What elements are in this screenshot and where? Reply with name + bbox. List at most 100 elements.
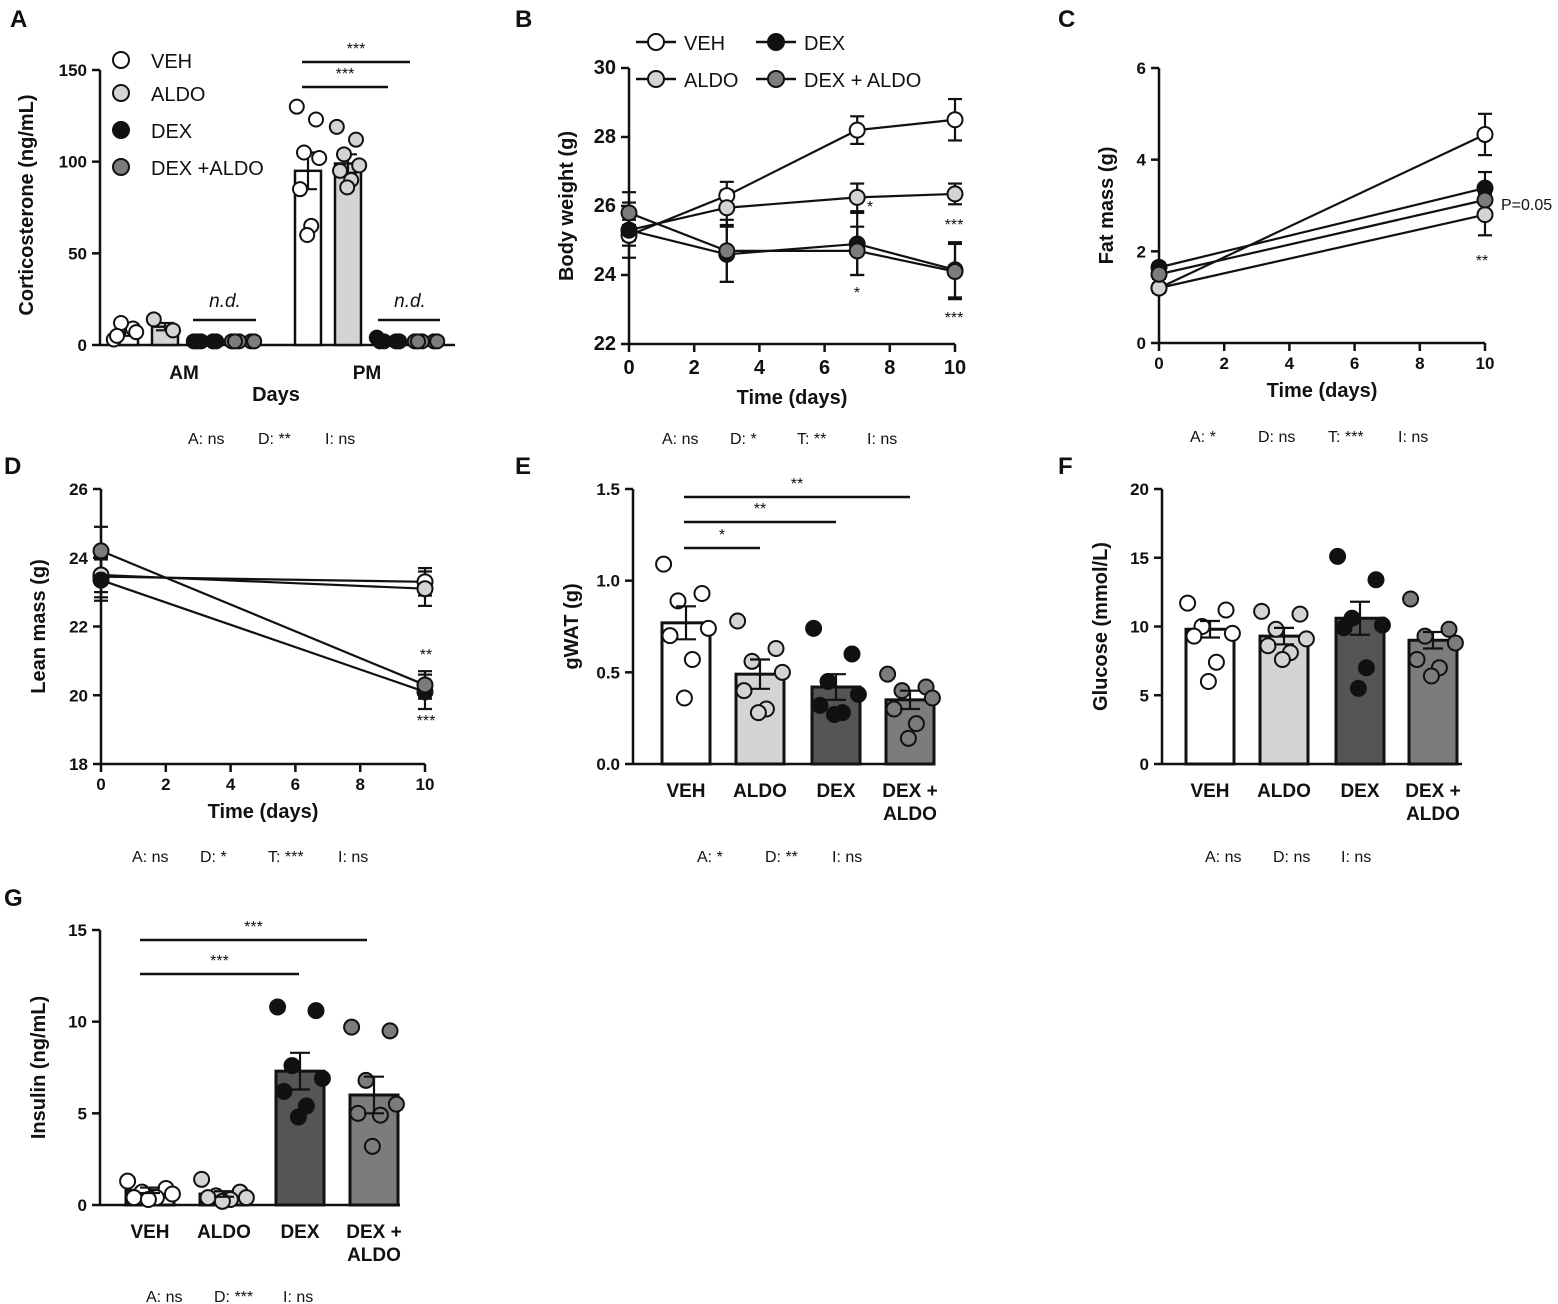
data-point xyxy=(289,1108,307,1126)
y-tick-label: 5 xyxy=(78,1104,87,1123)
data-point xyxy=(332,162,348,179)
data-point xyxy=(348,131,364,148)
x-tick-label: 2 xyxy=(161,775,170,794)
data-point xyxy=(283,1057,301,1075)
y-tick-label: 20 xyxy=(1130,480,1149,499)
stat-label: A: ns xyxy=(188,431,224,448)
data-point xyxy=(1150,265,1168,283)
data-point xyxy=(1259,637,1277,655)
x-axis-label: Time (days) xyxy=(208,801,319,823)
y-tick-label: 30 xyxy=(594,57,616,79)
y-tick-label: 20 xyxy=(69,686,88,705)
significance-label: * xyxy=(854,285,860,302)
data-point xyxy=(729,612,747,630)
data-point xyxy=(339,179,356,196)
data-point xyxy=(1373,616,1391,634)
panel-letter: F xyxy=(1058,453,1073,480)
data-point xyxy=(416,580,434,598)
y-axis-label: Insulin (ng/mL) xyxy=(28,996,50,1139)
y-tick-label: 22 xyxy=(594,333,616,355)
data-point xyxy=(363,1137,381,1155)
significance-label: P=0.05 xyxy=(1501,197,1552,214)
x-tick-label: 4 xyxy=(226,775,236,794)
y-tick-label: 26 xyxy=(69,480,88,499)
stat-label: D: ** xyxy=(258,431,291,448)
series-line xyxy=(1158,187,1486,269)
significance-bar-label: *** xyxy=(336,66,355,83)
data-point xyxy=(749,704,767,722)
data-point xyxy=(907,715,925,733)
x-tick-label: 10 xyxy=(944,357,966,379)
stat-label: D: ns xyxy=(1258,429,1295,446)
data-point xyxy=(1217,601,1235,619)
y-tick-label: 50 xyxy=(68,244,87,263)
stat-label: T: *** xyxy=(268,849,304,866)
x-category-label: DEX + ALDO xyxy=(882,781,937,825)
data-point xyxy=(1349,679,1367,697)
data-point xyxy=(381,1022,399,1040)
stat-label: A: * xyxy=(697,849,723,866)
data-point xyxy=(675,689,693,707)
data-point xyxy=(372,333,388,350)
data-point xyxy=(351,157,368,174)
stat-label: I: ns xyxy=(867,431,897,448)
data-point xyxy=(1267,620,1285,638)
y-tick-label: 5 xyxy=(1140,686,1149,705)
y-tick-label: 15 xyxy=(68,921,87,940)
stat-label: I: ns xyxy=(1341,849,1371,866)
series-line xyxy=(628,211,956,273)
x-tick-label: 0 xyxy=(1154,354,1163,373)
legend-label: VEH xyxy=(151,51,192,73)
data-point xyxy=(371,1106,389,1124)
y-tick-label: 0 xyxy=(78,336,87,355)
data-point xyxy=(109,327,125,344)
x-tick-label: 6 xyxy=(291,775,300,794)
x-tick-label: 4 xyxy=(754,357,766,379)
panel-letter: E xyxy=(515,453,531,480)
data-point xyxy=(139,1191,157,1208)
data-point xyxy=(655,555,673,573)
y-tick-label: 0.0 xyxy=(596,755,620,774)
legend-marker xyxy=(767,33,785,51)
data-point xyxy=(848,188,866,206)
data-point xyxy=(128,324,145,341)
x-tick-label: 4 xyxy=(1285,354,1295,373)
legend-label: DEX + ALDO xyxy=(804,70,921,92)
data-point xyxy=(237,1189,255,1207)
stat-label: I: ns xyxy=(832,849,862,866)
y-axis-label: Lean mass (g) xyxy=(28,559,50,693)
stat-label: D: ns xyxy=(1273,849,1310,866)
data-point xyxy=(1273,651,1291,668)
y-tick-label: 0 xyxy=(1137,334,1146,353)
stat-label: A: ns xyxy=(1205,849,1241,866)
data-point xyxy=(1297,630,1315,648)
legend-label: VEH xyxy=(684,33,725,55)
x-category-label: DEX xyxy=(1340,781,1379,802)
nd-label: n.d. xyxy=(209,291,241,312)
data-point xyxy=(336,146,352,163)
data-point xyxy=(416,676,434,694)
y-tick-label: 15 xyxy=(1130,549,1149,568)
legend-label: DEX xyxy=(804,33,845,55)
data-point xyxy=(1476,125,1494,143)
y-tick-label: 150 xyxy=(59,61,87,80)
bar xyxy=(1184,627,1236,766)
series-line xyxy=(628,118,956,237)
y-tick-label: 1.0 xyxy=(596,572,620,591)
data-point xyxy=(805,619,823,637)
data-point xyxy=(1185,627,1203,645)
data-point xyxy=(1416,627,1434,645)
data-point xyxy=(92,542,110,560)
series-line xyxy=(1158,213,1486,290)
x-category-label: ALDO xyxy=(733,781,787,802)
y-axis-label: gWAT (g) xyxy=(561,583,583,669)
nd-label: n.d. xyxy=(394,291,426,312)
data-point xyxy=(899,729,917,747)
significance-label: *** xyxy=(945,310,964,327)
stat-label: A: ns xyxy=(146,1289,182,1304)
data-point xyxy=(849,685,867,703)
data-point xyxy=(391,333,408,350)
x-category-label: VEH xyxy=(1190,781,1229,802)
y-tick-label: 0 xyxy=(1140,755,1149,774)
